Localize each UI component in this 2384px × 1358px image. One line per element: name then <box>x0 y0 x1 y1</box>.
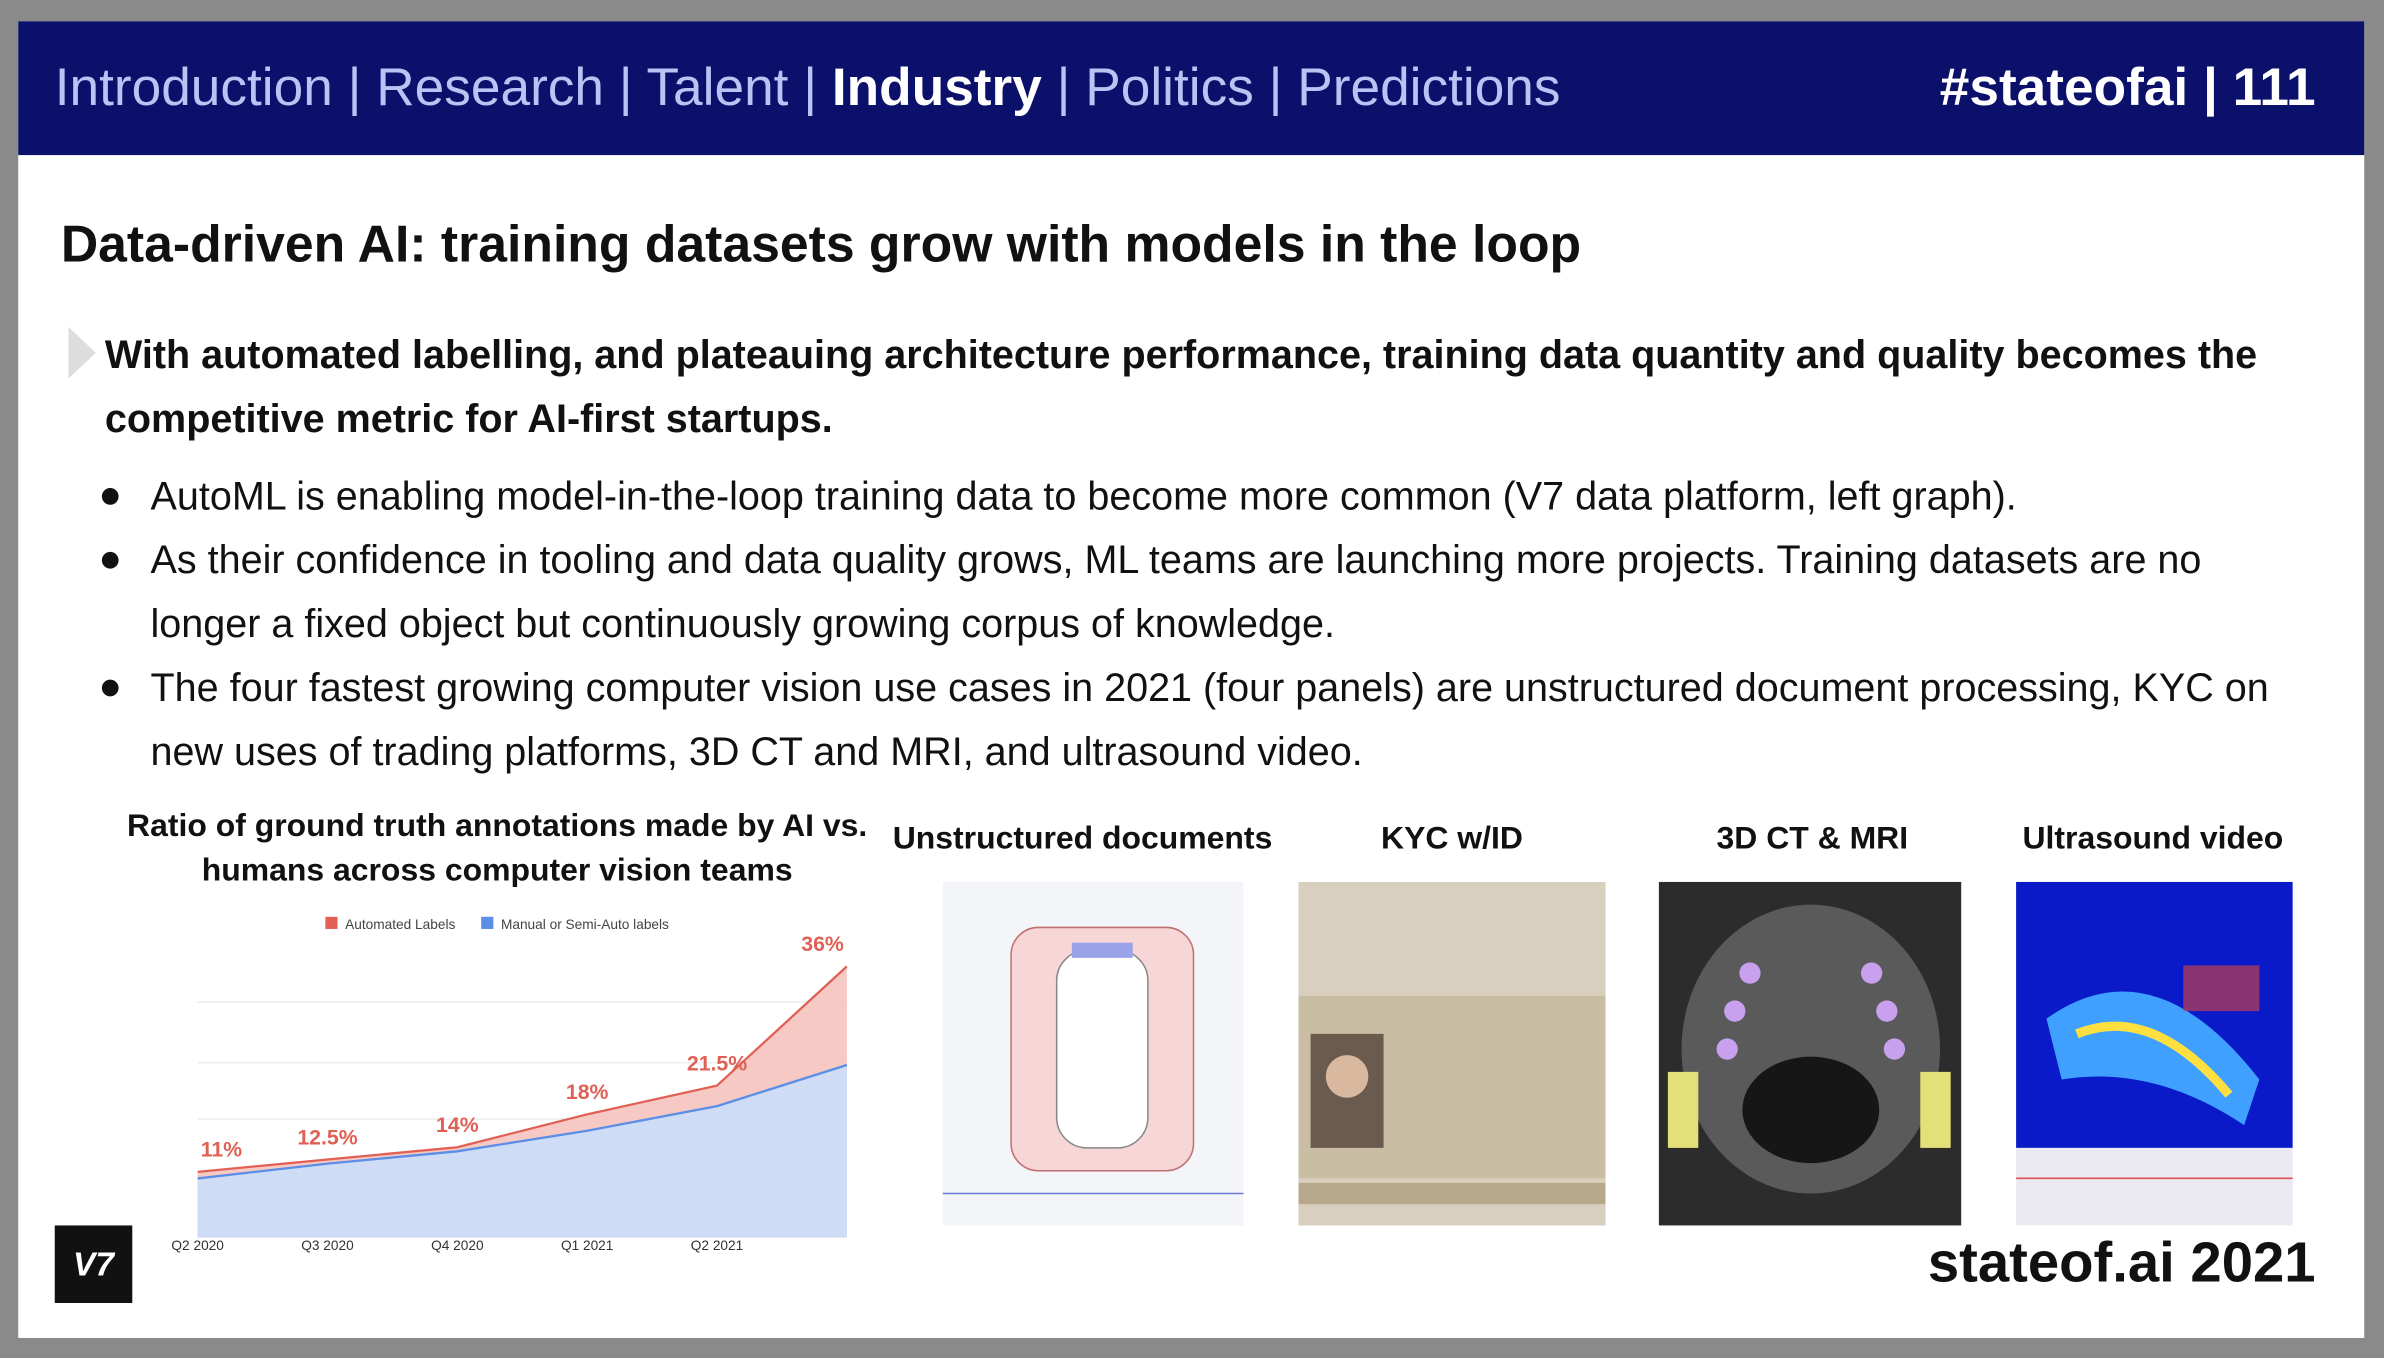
legend-swatch <box>481 916 494 929</box>
ultrasound-image <box>2016 881 2293 1226</box>
bullet: AutoML is enabling model-in-the-loop tra… <box>101 464 2291 528</box>
bullet: The four fastest growing computer vision… <box>101 655 2291 783</box>
lead-marker <box>68 326 96 379</box>
panel-title: 3D CT & MRI <box>1716 821 1909 856</box>
kyc-image <box>1298 881 1606 1226</box>
separator: | <box>618 57 633 118</box>
nav: Introduction | Research | Talent | Indus… <box>55 58 1561 119</box>
data-label: 14% <box>436 1113 479 1137</box>
chart-title: Ratio of ground truth annotations made b… <box>127 808 868 888</box>
bullet: As their confidence in tooling and data … <box>101 528 2291 656</box>
data-label: 21.5% <box>687 1051 747 1075</box>
tag: #stateofai | 111 <box>1939 57 2316 118</box>
nav-item: Introduction <box>54 57 333 118</box>
legend-swatch <box>325 916 338 929</box>
separator: | <box>347 57 362 118</box>
panel-title: Ultrasound video <box>2022 821 2284 856</box>
lead: With automated labelling, and plateauing… <box>104 331 2258 441</box>
bullets: AutoML is enabling model-in-the-loop tra… <box>101 464 2291 783</box>
data-label: 18% <box>566 1080 609 1104</box>
legend-label: Manual or Semi-Auto labels <box>501 917 669 932</box>
separator: | <box>803 57 818 118</box>
nav-item: Politics <box>1085 57 1254 118</box>
slide-title: Data-driven AI: training datasets grow w… <box>60 215 1582 274</box>
area <box>197 1065 847 1238</box>
data-label: 36% <box>801 932 844 956</box>
doc-image <box>942 881 1244 1226</box>
logo: V7 <box>54 1225 133 1303</box>
nav-item: Industry <box>831 57 1042 118</box>
slide: Introduction | Research | Talent | Indus… <box>18 21 2365 1338</box>
header: Introduction | Research | Talent | Indus… <box>18 21 2365 156</box>
x-tick-label: Q2 2021 <box>691 1238 743 1253</box>
brand: stateof.ai 2021 <box>1927 1231 2316 1294</box>
data-label: 11% <box>201 1138 242 1162</box>
separator: | <box>1268 57 1283 118</box>
panel-title: Unstructured documents <box>892 821 1273 856</box>
panel-title: KYC w/ID <box>1381 821 1523 856</box>
chart: 11% 12.5% 14% 18% 21.5% 36% Q2 2020 Q3 2020 Q4 2… <box>171 916 848 1253</box>
data-label: 12.5% <box>297 1125 357 1149</box>
nav-item: Research <box>376 57 605 118</box>
x-tick-label: Q4 2020 <box>431 1238 484 1253</box>
nav-item: Predictions <box>1297 57 1561 118</box>
line <box>197 1063 848 1180</box>
x-tick-label: Q3 2020 <box>301 1238 354 1253</box>
x-tick-label: Q2 2020 <box>171 1238 224 1253</box>
legend-label: Automated Labels <box>345 917 455 932</box>
line <box>197 965 848 1173</box>
nav-item: Talent <box>646 57 789 118</box>
separator: | <box>1056 57 1071 118</box>
x-tick-label: Q1 2021 <box>561 1238 613 1253</box>
ct-image <box>1658 881 1962 1226</box>
